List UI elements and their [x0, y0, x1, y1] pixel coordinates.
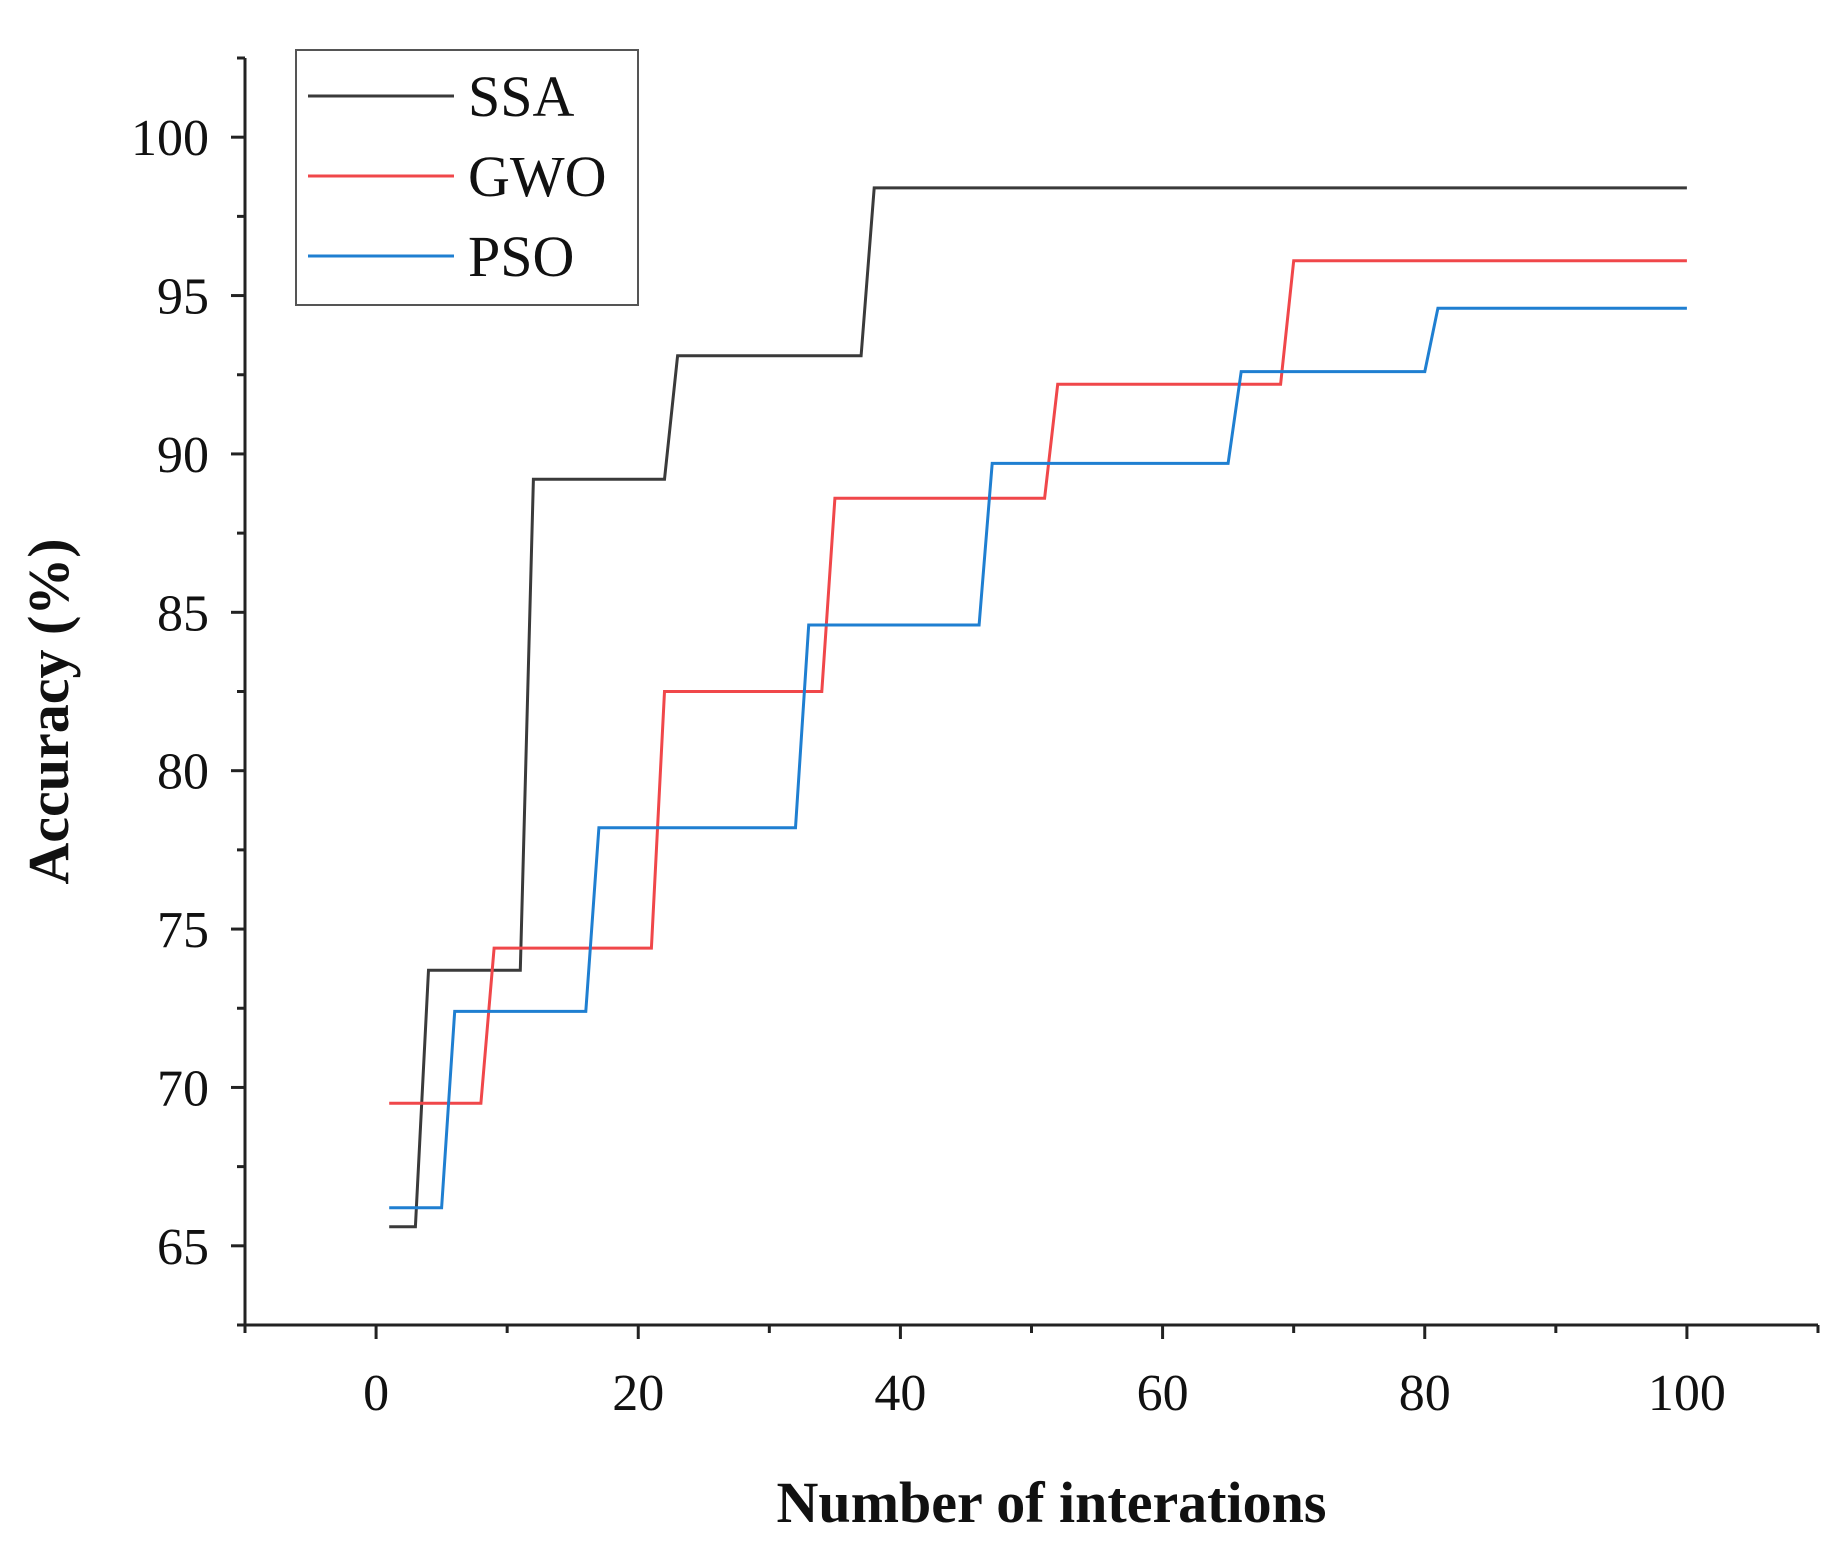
x-axis-title: Number of interations	[777, 1470, 1327, 1535]
x-tick-label: 80	[1399, 1365, 1451, 1422]
y-tick-label: 90	[157, 427, 209, 484]
y-tick-label: 95	[157, 269, 209, 326]
legend: SSA GWO PSO	[295, 49, 639, 306]
legend-label-pso: PSO	[468, 224, 574, 289]
series-line-ssa	[389, 186, 1687, 1229]
series-line-gwo	[389, 259, 1687, 1105]
series-group	[389, 186, 1687, 1229]
legend-label-gwo: GWO	[468, 144, 607, 209]
y-tick-label: 70	[157, 1060, 209, 1117]
x-tick-label: 40	[874, 1365, 926, 1422]
y-tick-label: 85	[157, 585, 209, 642]
y-axis-title: Accuracy (%)	[16, 538, 81, 884]
series-line-pso	[389, 306, 1687, 1210]
x-ticks-group: 0 20 40 60 80 100	[243, 1325, 1820, 1422]
y-tick-label: 65	[157, 1219, 209, 1276]
y-tick-label: 100	[131, 110, 209, 167]
x-tick-label: 20	[612, 1365, 664, 1422]
y-tick-label: 80	[157, 744, 209, 801]
y-tick-label: 75	[157, 902, 209, 959]
x-tick-label: 100	[1648, 1365, 1726, 1422]
x-tick-label: 60	[1137, 1365, 1189, 1422]
legend-label-ssa: SSA	[468, 64, 575, 129]
x-tick-label: 0	[363, 1365, 389, 1422]
y-ticks-group: 65 70 75 80 85 90 95 100	[131, 56, 245, 1327]
